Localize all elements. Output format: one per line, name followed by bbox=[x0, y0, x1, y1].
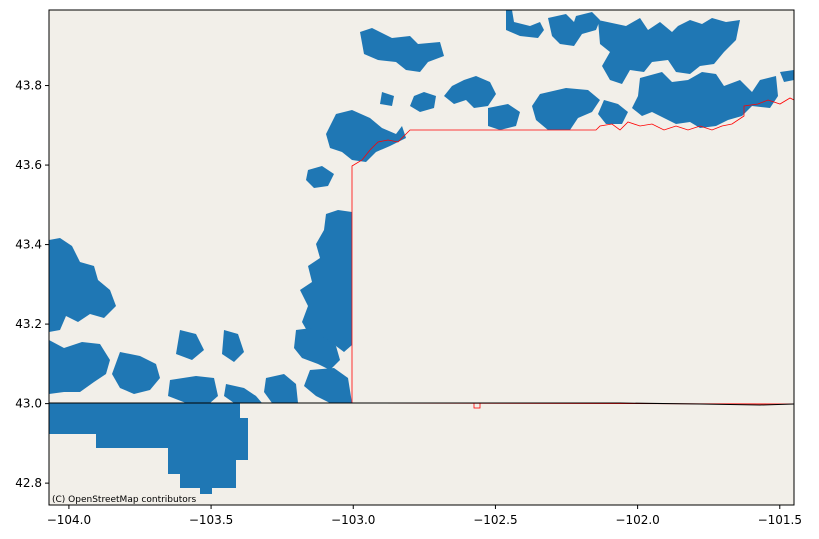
plot-frame bbox=[48, 9, 795, 506]
x-axis: −104.0 −103.5 −103.0 −102.5 −102.0 −101.5 bbox=[47, 505, 802, 527]
x-tick-label: −103.0 bbox=[331, 513, 375, 527]
x-tick-label: −101.5 bbox=[758, 513, 802, 527]
x-tick-label: −102.0 bbox=[615, 513, 659, 527]
x-tick-label: −103.5 bbox=[189, 513, 233, 527]
land-area-south bbox=[49, 403, 248, 494]
land-area-west bbox=[49, 210, 352, 403]
y-axis: 42.8 43.0 43.2 43.4 43.6 43.8 bbox=[15, 79, 49, 490]
x-tick-label: −102.5 bbox=[473, 513, 517, 527]
map-content bbox=[49, 10, 794, 494]
y-tick-label: 43.6 bbox=[15, 158, 42, 172]
map-attribution: (C) OpenStreetMap contributors bbox=[52, 495, 196, 505]
y-tick-label: 43.0 bbox=[15, 397, 42, 411]
y-tick-label: 43.2 bbox=[15, 317, 42, 331]
land-area-north bbox=[306, 10, 794, 188]
state-line bbox=[49, 402, 794, 406]
y-tick-label: 43.4 bbox=[15, 238, 42, 252]
y-tick-label: 42.8 bbox=[15, 476, 42, 490]
x-tick-label: −104.0 bbox=[47, 513, 91, 527]
y-tick-label: 43.8 bbox=[15, 79, 42, 93]
